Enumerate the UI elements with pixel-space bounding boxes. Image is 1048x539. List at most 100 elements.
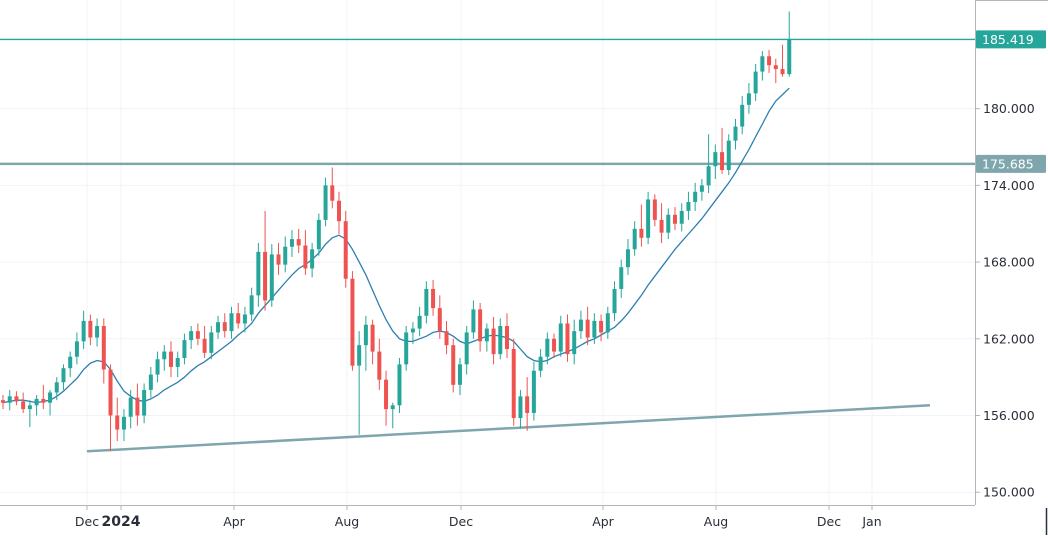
candle-body [7, 396, 12, 403]
candle [726, 134, 731, 176]
candle [437, 295, 442, 339]
candle-body [182, 340, 187, 358]
candle-body [263, 251, 268, 301]
candle [693, 182, 698, 211]
candle [182, 333, 187, 365]
candle-body [384, 379, 389, 410]
candle-body [350, 278, 355, 366]
candle-body [720, 152, 725, 171]
candle-body [753, 71, 758, 94]
candle-body [155, 359, 160, 375]
candle-body [323, 185, 328, 220]
candle-body [558, 323, 563, 352]
candle-body [61, 368, 66, 383]
candle-body [276, 254, 281, 265]
candle-body [437, 308, 442, 332]
candle-body [538, 356, 543, 371]
time-tick-label: Dec [449, 514, 473, 529]
candle-body [363, 324, 368, 346]
candle [686, 191, 691, 220]
price-tag-label: 185.419 [982, 32, 1034, 47]
moving-average-line [2, 87, 790, 404]
candle-body [41, 398, 46, 403]
candle-body [578, 319, 583, 332]
time-axis[interactable]: Dec 2024 Apr Aug Dec Apr Aug Dec Jan [75, 505, 882, 530]
candle-body [316, 219, 321, 250]
candle-body [646, 199, 651, 238]
candle [323, 177, 328, 227]
candle [780, 44, 785, 77]
candle [27, 400, 32, 428]
price-axis[interactable]: 150.000 156.000 162.000 168.000 174.000 180.0… [975, 101, 1035, 500]
time-tick-label: Aug [704, 514, 728, 529]
candle-body [666, 214, 671, 233]
candle [652, 194, 657, 227]
candle [417, 306, 422, 337]
candle [236, 303, 241, 329]
price-tick-label: 150.000 [983, 485, 1035, 500]
candle-body [249, 295, 254, 315]
candle-body [592, 320, 597, 338]
candle-body [34, 398, 39, 406]
candle-body [478, 309, 483, 342]
candle [451, 338, 456, 393]
candle-body [457, 364, 462, 385]
candle [760, 51, 765, 81]
support-trendline[interactable] [86, 404, 931, 453]
candle-body [511, 349, 516, 419]
time-tick-label: Apr [592, 514, 614, 529]
candle [384, 370, 389, 426]
trendline-layer [86, 404, 931, 453]
candle-body [108, 369, 113, 416]
candle [316, 213, 321, 256]
candle-body [1, 400, 5, 403]
candle-body [195, 331, 200, 339]
candle [195, 323, 200, 346]
candle-body [330, 185, 335, 201]
candle [48, 389, 53, 416]
candle [296, 228, 301, 254]
candle [135, 383, 140, 426]
grid [0, 0, 975, 505]
candle [148, 366, 153, 398]
candle-body [505, 326, 509, 350]
candle-body [619, 267, 624, 289]
candle-body [337, 200, 341, 222]
candle-body [169, 351, 173, 367]
candle [330, 167, 335, 209]
candle [155, 351, 160, 383]
candle-body [565, 323, 570, 355]
candle-body [686, 202, 691, 211]
price-tick-label: 162.000 [983, 331, 1035, 346]
candle [14, 391, 19, 406]
candle-body [95, 326, 100, 338]
candle-body [48, 392, 53, 403]
candle-body [148, 374, 153, 390]
candle-body [652, 199, 657, 220]
breakout-price-tag: 175.685 [976, 154, 1046, 173]
candle [471, 300, 476, 339]
candle [787, 11, 792, 77]
candle [720, 127, 725, 174]
candle [424, 281, 429, 324]
time-tick-label: Dec [817, 514, 841, 529]
candle-body [128, 397, 133, 417]
candle [229, 306, 234, 339]
candle-body [572, 331, 577, 355]
candle [242, 306, 247, 333]
candle-body [343, 221, 348, 279]
candle-body [370, 324, 375, 352]
price-tick-label: 156.000 [983, 408, 1035, 423]
candle-body [424, 288, 429, 316]
time-tick-label-year: 2024 [102, 514, 141, 530]
candle-body [390, 405, 395, 410]
candle [740, 95, 745, 135]
candle [310, 242, 315, 278]
candle [713, 144, 718, 179]
candle [558, 315, 563, 357]
candle-body [632, 228, 637, 250]
candle-body [296, 239, 301, 246]
candle-body [451, 345, 456, 385]
candle-body [605, 313, 610, 333]
candle [343, 210, 348, 288]
